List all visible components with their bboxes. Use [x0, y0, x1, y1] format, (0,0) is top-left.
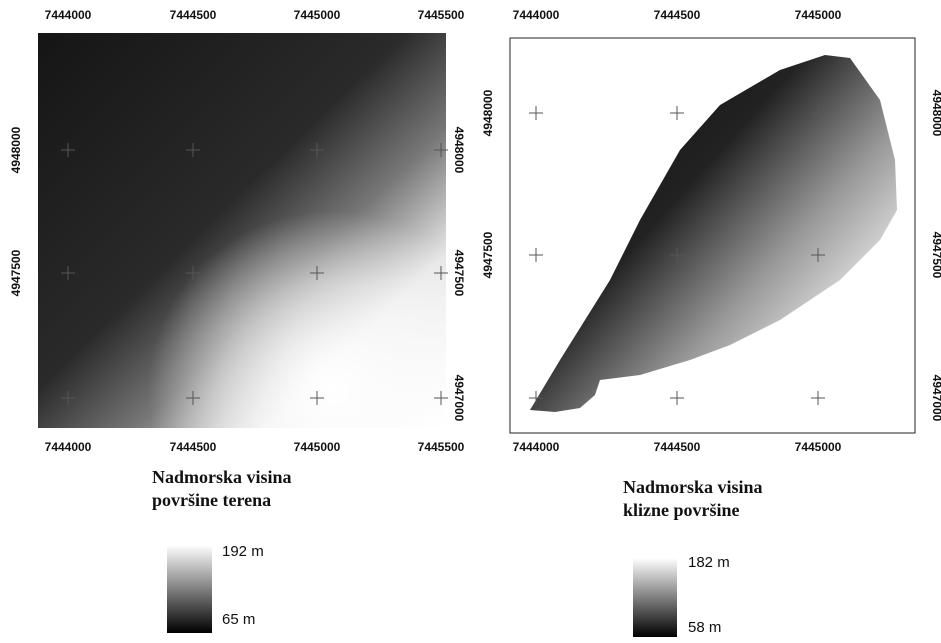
legend-title: klizne površine	[623, 500, 740, 520]
legend-min: 58 m	[688, 619, 721, 636]
legend-max: 192 m	[222, 543, 264, 560]
x-tick-label: 7444000	[513, 8, 560, 22]
y-tick-label: 4947500	[9, 249, 23, 296]
y-tick-label: 4947000	[452, 375, 466, 422]
x-tick-label: 7444500	[170, 440, 217, 454]
x-tick-label: 7445000	[294, 440, 341, 454]
elevation-highlight	[38, 33, 446, 428]
x-tick-label: 7444000	[45, 8, 92, 22]
x-tick-label: 7445500	[418, 440, 465, 454]
y-tick-label: 4947500	[930, 232, 941, 279]
y-tick-label: 4948000	[9, 126, 23, 173]
figure: 7444000 7444000 7444500 7444500 7445000 74450…	[0, 0, 941, 643]
y-tick-label: 4947000	[930, 375, 941, 422]
legend-title: Nadmorska visina	[623, 477, 763, 497]
legend-max: 182 m	[688, 554, 730, 571]
legend-ramp	[167, 545, 212, 633]
y-tick-label: 4947500	[452, 250, 466, 297]
x-tick-label: 7444500	[170, 8, 217, 22]
x-tick-label: 7445500	[418, 8, 465, 22]
y-tick-label: 4948000	[481, 89, 495, 136]
x-tick-label: 7444000	[513, 440, 560, 454]
x-tick-label: 7444500	[654, 440, 701, 454]
y-tick-label: 4948000	[930, 90, 941, 137]
x-tick-label: 7445000	[795, 440, 842, 454]
x-tick-label: 7445000	[294, 8, 341, 22]
legend-ramp	[633, 558, 677, 637]
x-tick-label: 7444500	[654, 8, 701, 22]
y-tick-label: 4947500	[481, 231, 495, 278]
legend-title: površine terena	[152, 490, 271, 510]
x-tick-label: 7445000	[795, 8, 842, 22]
y-tick-label: 4948000	[452, 127, 466, 174]
x-tick-label: 7444000	[45, 440, 92, 454]
legend-title: Nadmorska visina	[152, 467, 292, 487]
legend-min: 65 m	[222, 611, 255, 628]
